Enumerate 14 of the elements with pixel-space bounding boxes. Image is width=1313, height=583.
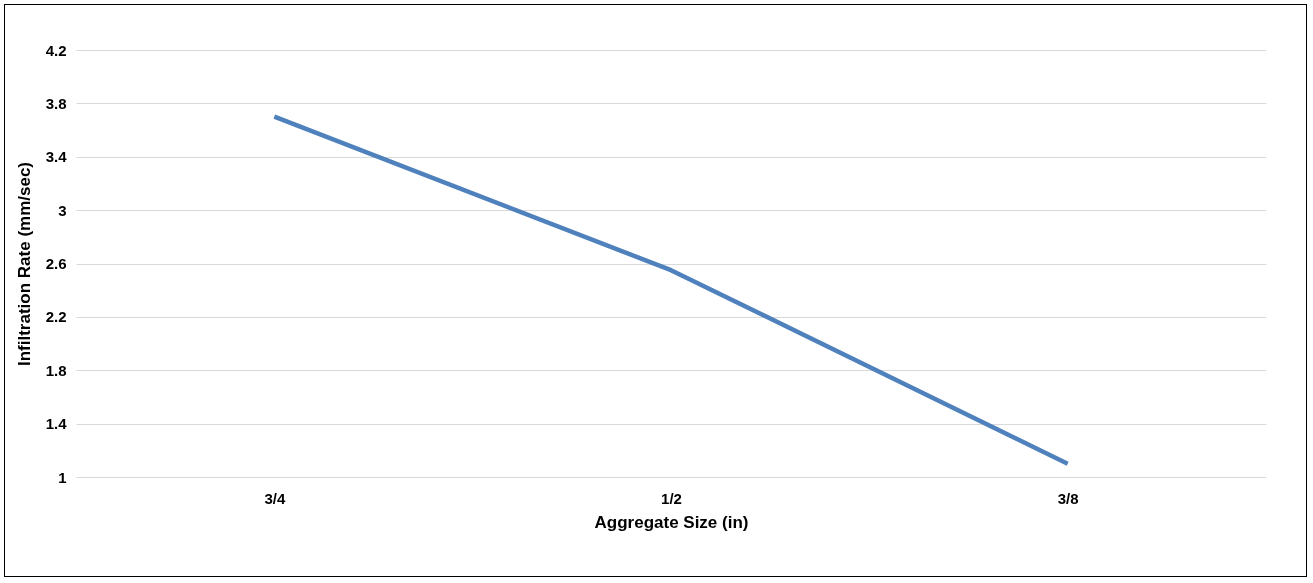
y-tick-label: 3.4: [45, 148, 68, 166]
x-tick-label: 3/4: [264, 489, 286, 507]
x-tick-label: 3/8: [1057, 489, 1079, 507]
x-axis-title: Aggregate Size (in): [594, 512, 749, 532]
y-tick-label: 2.6: [45, 255, 67, 272]
y-tick-label: 4.2: [45, 41, 67, 59]
y-tick-label: 2.2: [45, 308, 67, 326]
y-tick-label: 1.4: [45, 415, 68, 433]
x-tick-label: 1/2: [661, 489, 682, 507]
y-tick-label: 1: [58, 468, 67, 486]
y-tick-label: 3: [58, 201, 67, 219]
y-axis-title: Infiltration Rate (mm/sec): [14, 161, 34, 367]
y-tick-label: 1.8: [45, 361, 67, 379]
y-tick-label: 3.8: [45, 94, 67, 112]
